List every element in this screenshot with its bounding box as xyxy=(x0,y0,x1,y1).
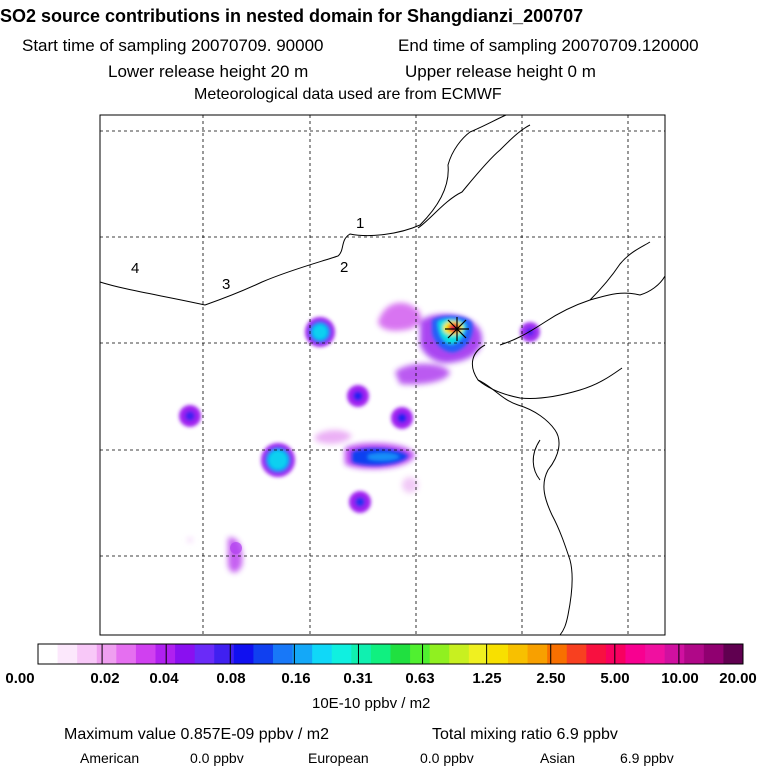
colorbar-cell xyxy=(273,644,294,664)
colorbar-cell xyxy=(57,644,78,664)
chart-title: SO2 source contributions in nested domai… xyxy=(0,6,584,26)
coast-yellowsea xyxy=(532,439,541,481)
colorbar-tick-label: 0.00 xyxy=(5,670,35,687)
colorbar-cell xyxy=(488,644,509,664)
sampling-end: End time of sampling 20070709.120000 xyxy=(398,36,699,55)
colorbar-tick-label: 10.00 xyxy=(661,670,699,687)
region-label-4: 4 xyxy=(131,260,139,277)
colorbar-cell xyxy=(723,644,744,664)
colorbar-tick-label: 0.08 xyxy=(216,670,246,687)
colorbar-cell xyxy=(586,644,607,664)
colorbar xyxy=(37,643,744,665)
colorbar-unit: 10E-10 ppbv / m2 xyxy=(312,695,431,712)
region-label-2: 2 xyxy=(340,259,348,276)
coast-east xyxy=(477,379,573,636)
colorbar-tick-label: 0.04 xyxy=(149,670,179,687)
region-labels: 1 2 3 4 xyxy=(131,215,364,293)
lower-release-height: Lower release height 20 m xyxy=(108,62,309,81)
map-frame xyxy=(99,114,666,636)
colorbar-cell xyxy=(410,644,431,664)
colorbar-cell xyxy=(449,644,470,664)
colorbar-cell xyxy=(508,644,529,664)
colorbar-cell xyxy=(77,644,98,664)
colorbar-cell xyxy=(390,644,411,664)
asian-label: Asian xyxy=(540,750,576,766)
colorbar-cell xyxy=(684,644,705,664)
receptor-site-marker xyxy=(445,317,469,341)
colorbar-frame xyxy=(37,643,744,665)
max-value: Maximum value 0.857E-09 ppbv / m2 xyxy=(64,726,330,743)
colorbar-tick-label: 0.31 xyxy=(343,670,373,687)
colorbar-tick-label: 1.25 xyxy=(472,670,502,687)
colorbar-cell xyxy=(96,644,117,664)
colorbar-cell xyxy=(331,644,352,664)
coast-liaodong xyxy=(499,275,666,346)
sampling-start: Start time of sampling 20070709. 90000 xyxy=(22,36,324,55)
colorbar-tick-label: 0.63 xyxy=(405,670,435,687)
border-1 xyxy=(99,114,507,306)
coastline-and-borders xyxy=(99,114,666,636)
american-value: 0.0 ppbv xyxy=(190,750,244,766)
colorbar-cell xyxy=(312,644,333,664)
colorbar-cell xyxy=(292,644,313,664)
asian-value: 6.9 ppbv xyxy=(620,750,674,766)
colorbar-tick-label: 0.02 xyxy=(90,670,120,687)
meteorology-source: Meteorological data used are from ECMWF xyxy=(194,86,502,103)
colorbar-cell xyxy=(703,644,724,664)
colorbar-tick-label: 2.50 xyxy=(536,670,566,687)
colorbar-cell xyxy=(468,644,489,664)
colorbar-cell xyxy=(370,644,391,664)
colorbar-cell xyxy=(155,644,176,664)
upper-release-height: Upper release height 0 m xyxy=(405,62,596,81)
colorbar-cell xyxy=(429,644,450,664)
colorbar-cell xyxy=(214,644,235,664)
colorbar-cell xyxy=(194,644,215,664)
colorbar-cell xyxy=(605,644,626,664)
plume-north xyxy=(378,302,422,331)
european-label: European xyxy=(308,750,369,766)
colorbar-cell xyxy=(38,644,59,664)
colorbar-tick-label: 5.00 xyxy=(600,670,630,687)
colorbar-cell xyxy=(253,644,274,664)
colorbar-cell xyxy=(566,644,587,664)
coast-peninsula xyxy=(589,241,651,301)
colorbar-cell xyxy=(175,644,196,664)
colorbar-tick-label: 20.00 xyxy=(719,670,757,687)
colorbar-cell xyxy=(135,644,156,664)
lat-lon-grid xyxy=(100,115,665,635)
european-value: 0.0 ppbv xyxy=(420,750,474,766)
coast-shandong xyxy=(471,344,623,399)
plume-south xyxy=(395,363,450,385)
colorbar-cell xyxy=(233,644,254,664)
colorbar-cell xyxy=(547,644,568,664)
region-label-3: 3 xyxy=(222,276,230,293)
colorbar-tick-label: 0.16 xyxy=(281,670,311,687)
colorbar-cell xyxy=(645,644,666,664)
total-mixing-ratio: Total mixing ratio 6.9 ppbv xyxy=(432,726,618,743)
american-label: American xyxy=(80,750,140,766)
colorbar-cell xyxy=(351,644,372,664)
colorbar-cell xyxy=(664,644,685,664)
colorbar-cell xyxy=(527,644,548,664)
colorbar-cell xyxy=(116,644,137,664)
colorbar-cell xyxy=(625,644,646,664)
coast-bohai xyxy=(417,124,531,229)
region-label-1: 1 xyxy=(356,215,364,232)
plume-west xyxy=(315,430,352,444)
